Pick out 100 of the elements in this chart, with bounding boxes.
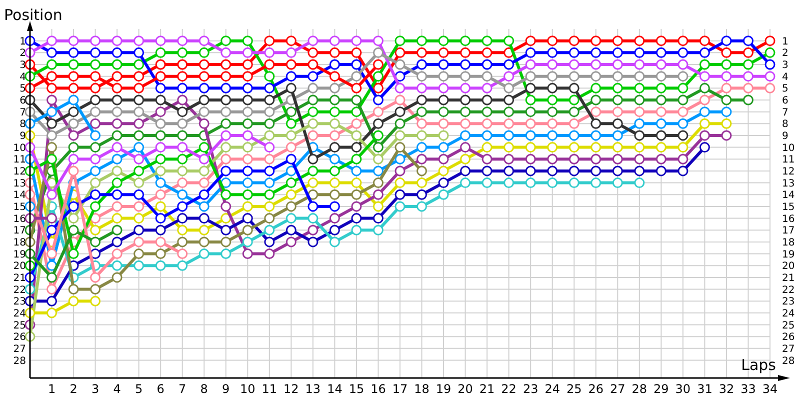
- point: [46, 36, 58, 46]
- x-tick-label: 16: [370, 382, 386, 396]
- point: [504, 94, 514, 106]
- point: [634, 106, 645, 118]
- point: [264, 94, 275, 106]
- point: [90, 284, 101, 295]
- point: [590, 59, 602, 70]
- y2-tick-label: 12: [782, 166, 795, 178]
- point: [372, 213, 384, 224]
- point: [482, 166, 492, 176]
- y-tick-label: 10: [13, 142, 26, 154]
- point: [764, 47, 776, 58]
- point: [68, 284, 79, 295]
- point: [372, 82, 384, 94]
- point: [177, 118, 188, 129]
- point: [547, 178, 558, 188]
- point: [699, 142, 710, 153]
- point: [547, 106, 558, 118]
- point: [198, 154, 210, 164]
- point: [264, 189, 275, 200]
- point: [220, 94, 232, 106]
- point: [678, 142, 688, 153]
- point: [764, 71, 776, 82]
- point: [504, 106, 514, 118]
- point: [438, 106, 449, 118]
- point: [547, 118, 558, 129]
- point: [394, 178, 406, 188]
- point: [612, 71, 623, 82]
- y-tick-label: 25: [13, 320, 26, 332]
- point: [416, 189, 428, 200]
- y-tick-label: 18: [13, 237, 26, 248]
- point: [177, 71, 188, 82]
- point: [308, 154, 318, 164]
- y-tick-label: 11: [13, 154, 26, 166]
- point: [438, 71, 449, 82]
- point: [699, 106, 710, 118]
- point: [460, 118, 471, 129]
- y-tick-label: 17: [13, 226, 26, 237]
- point: [504, 71, 514, 82]
- point: [198, 118, 210, 129]
- point: [612, 142, 623, 153]
- point: [112, 118, 122, 129]
- point: [699, 47, 710, 58]
- point: [656, 166, 666, 176]
- point: [155, 201, 166, 212]
- point: [220, 224, 232, 236]
- point: [90, 178, 101, 188]
- point: [242, 213, 253, 224]
- point: [612, 36, 623, 46]
- point: [155, 260, 166, 271]
- point: [286, 47, 296, 58]
- point: [525, 59, 536, 70]
- point: [678, 59, 688, 70]
- point: [308, 236, 318, 248]
- point: [286, 106, 296, 118]
- point: [612, 118, 623, 129]
- x-tick-label: 34: [762, 382, 778, 396]
- point: [699, 71, 710, 82]
- point: [112, 130, 122, 141]
- point: [198, 166, 210, 176]
- point: [525, 82, 536, 94]
- point: [46, 118, 58, 129]
- point: [656, 142, 666, 153]
- point: [329, 47, 340, 58]
- point: [242, 71, 253, 82]
- point: [242, 224, 253, 236]
- point: [612, 178, 623, 188]
- point: [678, 36, 688, 46]
- point: [242, 201, 253, 212]
- x-tick-label: 27: [610, 382, 626, 396]
- point: [242, 94, 253, 106]
- y2-tick-label: 22: [782, 284, 795, 296]
- point: [568, 178, 580, 188]
- point: [220, 142, 232, 153]
- point: [198, 201, 210, 212]
- point: [394, 47, 406, 58]
- y-tick-label: 23: [13, 296, 26, 308]
- point: [590, 154, 602, 164]
- y-tick-label: 7: [20, 107, 26, 118]
- point: [329, 71, 340, 82]
- point: [112, 166, 122, 176]
- point: [177, 47, 188, 58]
- y2-tick-label: 5: [782, 84, 788, 95]
- point: [656, 71, 666, 82]
- point: [351, 142, 362, 153]
- y-tick-label: 28: [13, 356, 26, 367]
- point: [308, 224, 318, 236]
- y-tick-label: 15: [13, 202, 26, 213]
- point: [699, 118, 710, 129]
- point: [220, 82, 232, 94]
- point: [568, 82, 580, 94]
- point: [90, 118, 101, 129]
- y2-tick-label: 14: [782, 190, 795, 202]
- x-tick-label: 9: [222, 382, 230, 396]
- point: [438, 189, 449, 200]
- point: [438, 94, 449, 106]
- point: [308, 201, 318, 212]
- point: [198, 224, 210, 236]
- point: [264, 36, 275, 46]
- y-tick-label: 4: [20, 72, 26, 83]
